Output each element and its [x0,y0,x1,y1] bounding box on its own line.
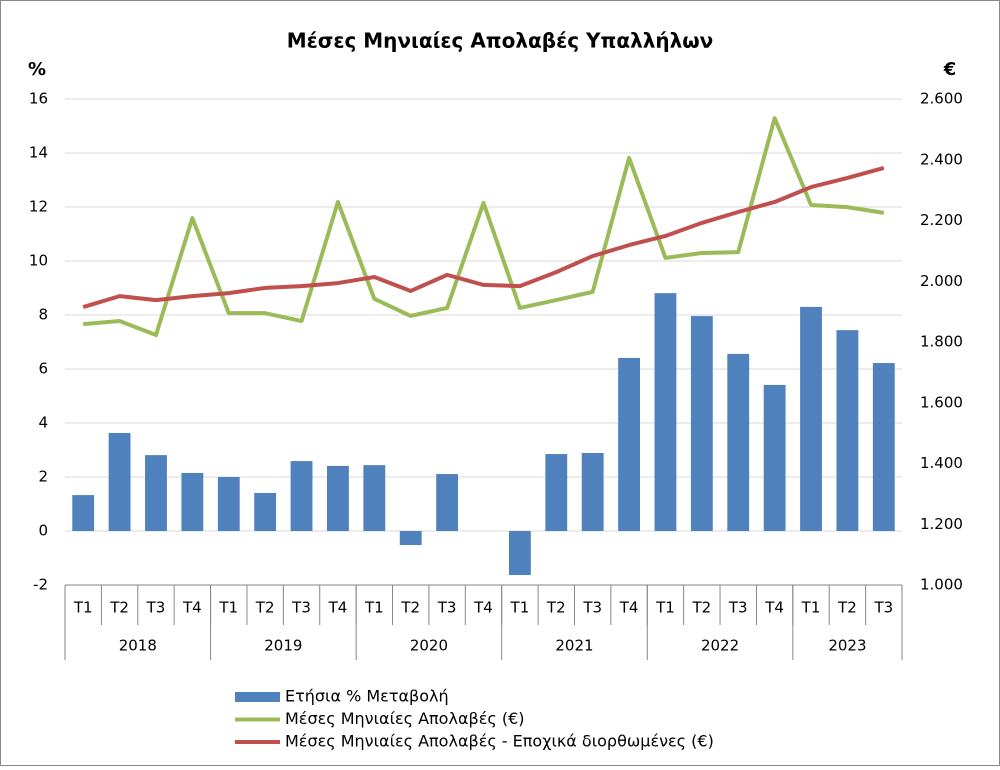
x-tick-label: T1 [218,599,238,617]
bar [872,363,895,531]
x-tick-label: T1 [801,599,821,617]
y-tick-label: 2 [38,468,48,486]
x-tick-label: T3 [873,599,893,617]
y2-axis-label: € [943,59,957,80]
bar [763,384,786,531]
x-tick-label: T4 [619,599,639,617]
x-tick-label: T4 [473,599,493,617]
x-tick-label: T2 [400,599,420,617]
bar [508,531,531,576]
y2-tick-label: 1.800 [920,333,963,351]
bar [290,461,313,531]
legend-label: Μέσες Μηνιαίες Απολαβές - Εποχικά διορθω… [285,732,714,751]
x-tick-label: T3 [728,599,748,617]
y-tick-label: 12 [29,198,48,216]
x-tick-label: T3 [146,599,166,617]
legend-label: Ετήσια % Μεταβολή [285,687,449,706]
y-tick-label: 4 [38,414,48,432]
legend-swatch [235,692,280,702]
y-tick-label: -2 [33,576,48,594]
group-label: 2020 [410,637,448,655]
group-label: 2023 [828,637,866,655]
x-tick-label: T4 [328,599,348,617]
bar [254,492,277,531]
y2-tick-label: 2.400 [920,150,963,168]
y-tick-label: 8 [38,306,48,324]
y-tick-label: 0 [38,522,48,540]
y-axis-label: % [28,59,46,80]
x-tick-label: T1 [510,599,530,617]
y2-tick-label: 1.000 [920,576,963,594]
x-tick-label: T3 [291,599,311,617]
bar [72,495,95,531]
group-label: 2021 [555,637,593,655]
bar [545,454,568,531]
x-tick-label: T2 [255,599,275,617]
x-tick-label: T3 [437,599,457,617]
x-tick-label: T2 [546,599,566,617]
y2-tick-label: 2.200 [920,211,963,229]
y2-tick-label: 1.600 [920,393,963,411]
x-tick-label: T2 [691,599,711,617]
bar [399,531,422,546]
group-label: 2018 [119,637,157,655]
x-tick-label: T4 [764,599,784,617]
bar [217,477,240,531]
bar [327,465,349,531]
bar [436,474,459,531]
bar [363,465,386,531]
bar [618,357,640,531]
chart-title: Μέσες Μηνιαίες Απολαβές Υπαλλήλων [287,29,714,53]
y-tick-label: 10 [29,252,48,270]
bar [181,472,204,531]
group-label: 2019 [264,637,302,655]
y-tick-label: 6 [38,360,48,378]
y-tick-label: 14 [29,144,48,162]
group-label: 2022 [701,637,739,655]
x-tick-label: T2 [109,599,129,617]
y2-tick-label: 1.400 [920,454,963,472]
bar [108,432,131,531]
bar [145,455,167,531]
bar [836,330,859,531]
bar [800,306,822,531]
y-tick-label: 16 [29,90,48,108]
x-tick-label: T1 [364,599,384,617]
bar [727,353,750,531]
line [82,166,885,309]
x-tick-label: T4 [182,599,202,617]
x-tick-label: T1 [655,599,675,617]
x-tick-label: T3 [582,599,602,617]
x-tick-label: T1 [73,599,93,617]
x-tick-label: T2 [837,599,857,617]
y2-tick-label: 2.600 [920,90,963,108]
y2-tick-label: 1.200 [920,515,963,533]
bar [581,452,604,531]
legend-label: Μέσες Μηνιαίες Απολαβές (€) [285,709,524,728]
bar [654,293,677,531]
y2-tick-label: 2.000 [920,272,963,290]
bar [690,316,713,531]
